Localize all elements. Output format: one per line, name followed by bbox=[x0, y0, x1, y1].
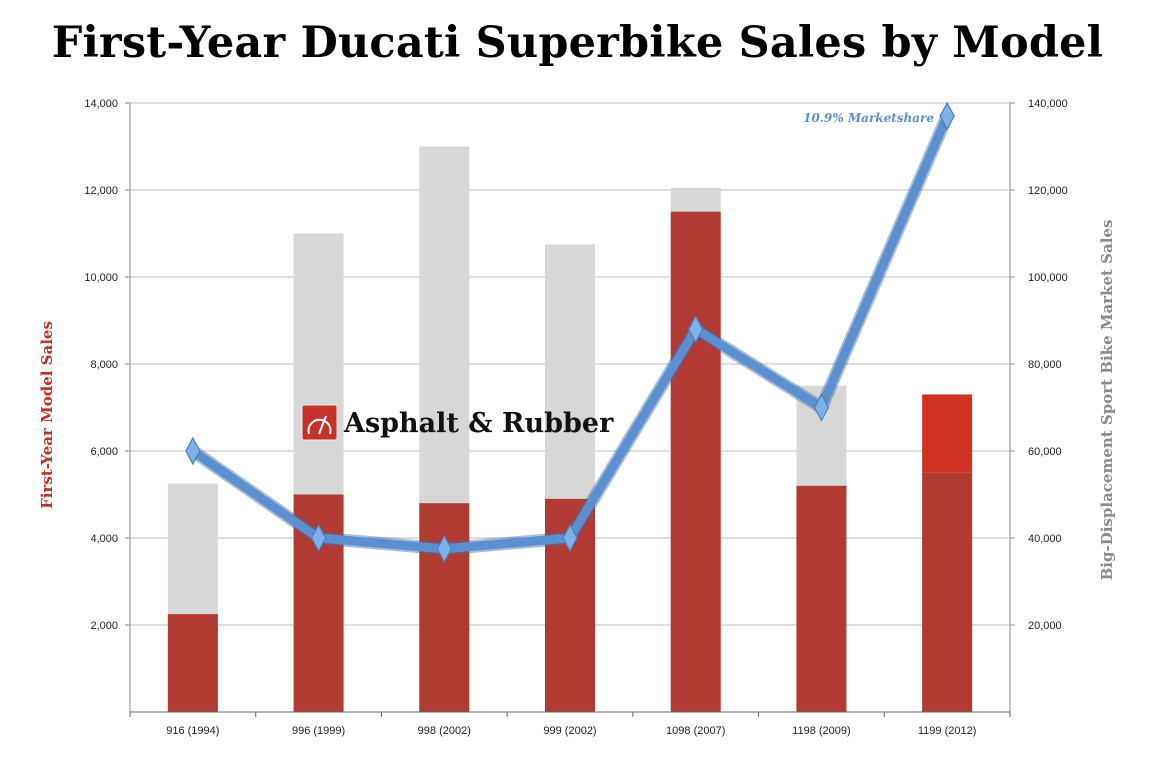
marketshare-point bbox=[310, 523, 327, 553]
right-tick-label: 80,000 bbox=[1028, 359, 1062, 371]
left-tick-label: 6,000 bbox=[90, 446, 118, 458]
right-tick-label: 140,000 bbox=[1028, 98, 1068, 110]
logo-gauge-icon bbox=[307, 418, 332, 435]
left-tick-label: 8,000 bbox=[90, 359, 118, 371]
category-label: 998 (2002) bbox=[418, 725, 471, 737]
left-axis-label: First-Year Model Sales bbox=[38, 321, 56, 509]
right-axis-ticks: 20,000 40,000 60,000 80,000 100,000 120,000 14… bbox=[1010, 98, 1068, 632]
right-tick-label: 20,000 bbox=[1028, 620, 1062, 632]
category-label: 916 (1994) bbox=[166, 725, 219, 737]
left-tick-label: 14,000 bbox=[84, 98, 118, 110]
left-axis-ticks: 2,000 4,000 6,000 8,000 10,000 12,000 14,000 bbox=[84, 98, 130, 632]
category-label: 996 (1999) bbox=[292, 725, 345, 737]
left-tick-label: 12,000 bbox=[84, 185, 118, 197]
category-label: 1199 (2012) bbox=[918, 725, 977, 737]
left-tick-label: 4,000 bbox=[90, 533, 118, 545]
right-tick-label: 60,000 bbox=[1028, 446, 1062, 458]
watermark-text: Asphalt & Rubber bbox=[343, 408, 614, 439]
ducati-bars bbox=[167, 211, 973, 712]
marketshare-point bbox=[939, 101, 955, 131]
logo-badge-icon bbox=[301, 404, 338, 441]
marketshare-point bbox=[185, 436, 201, 466]
left-tick-label: 10,000 bbox=[84, 272, 118, 284]
marketshare-point bbox=[436, 534, 452, 564]
axes bbox=[129, 103, 1011, 717]
marketshare-line bbox=[185, 101, 955, 564]
marketshare-point bbox=[813, 393, 830, 422]
ducati-bar bbox=[167, 614, 218, 712]
category-labels: 916 (1994) 996 (1999) 998 (2002) 999 (2002)… bbox=[166, 725, 976, 737]
marketshare-point bbox=[562, 523, 578, 553]
logo-needle-icon bbox=[318, 415, 327, 435]
ducati-bar bbox=[419, 503, 470, 712]
page-title: First-Year Ducati Superbike Sales by Mod… bbox=[51, 18, 1104, 68]
right-axis-label: Big-Displacement Sport Bike Market Sales bbox=[1098, 220, 1116, 581]
category-label: 1098 (2007) bbox=[666, 725, 725, 737]
right-tick-label: 120,000 bbox=[1028, 185, 1068, 197]
ducati-bar bbox=[670, 211, 721, 712]
left-tick-label: 2,000 bbox=[90, 620, 118, 632]
category-label: 1198 (2009) bbox=[792, 725, 851, 737]
marketshare-point bbox=[688, 314, 704, 344]
category-label: 999 (2002) bbox=[543, 725, 596, 737]
ducati-bar-excess bbox=[922, 394, 973, 473]
ducati-bar bbox=[922, 472, 973, 712]
right-tick-label: 100,000 bbox=[1028, 272, 1068, 284]
ducati-bar bbox=[796, 485, 847, 712]
right-tick-label: 40,000 bbox=[1028, 533, 1062, 545]
asphalt-rubber-watermark: Asphalt & Rubber bbox=[301, 404, 614, 441]
marketshare-annotation: 10.9% Marketshare bbox=[803, 111, 934, 125]
